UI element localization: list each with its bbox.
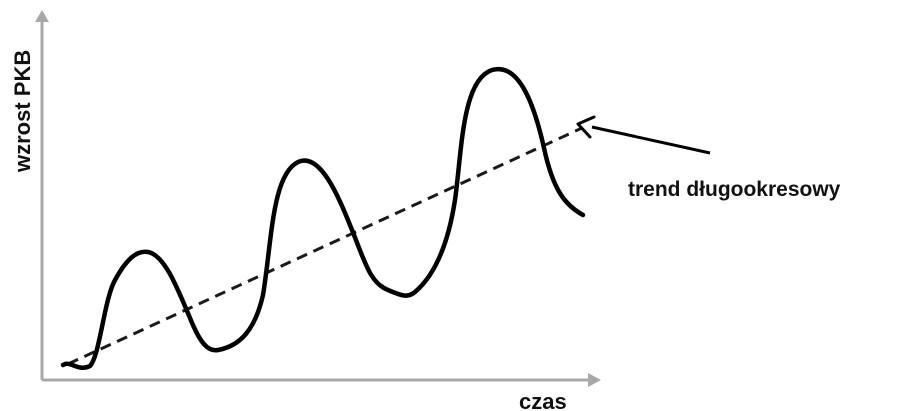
x-axis-arrowhead xyxy=(588,373,601,387)
annotation-arrow-line xyxy=(591,125,711,155)
trend-annotation-label: trend długookresowy xyxy=(628,178,841,201)
x-axis-label: czas xyxy=(519,389,567,411)
gdp-growth-curve xyxy=(60,66,586,370)
trend-line xyxy=(67,126,583,366)
y-axis-label: wzrost PKB xyxy=(10,50,35,173)
annotation-arrowhead xyxy=(576,115,596,139)
y-axis-arrowhead xyxy=(35,10,49,22)
